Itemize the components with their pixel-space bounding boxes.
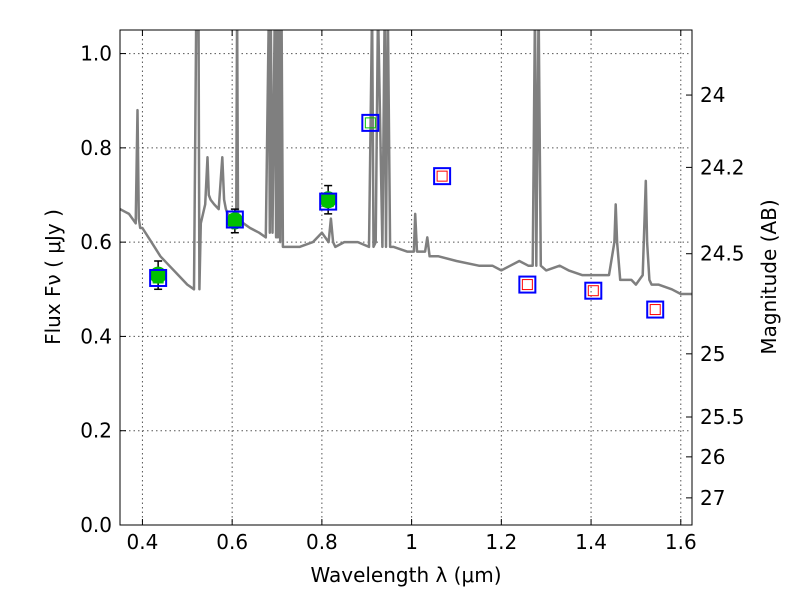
right-tick-label: 26	[700, 445, 725, 469]
model-inner-box	[364, 117, 376, 129]
model-box	[225, 210, 244, 229]
model-inner-box	[521, 279, 533, 291]
model-box	[361, 113, 380, 132]
model-inner-box	[229, 214, 241, 226]
x-tick-label: 1.6	[665, 530, 697, 554]
right-tick-label: 24.2	[700, 155, 745, 179]
y-tick-label: 0.2	[80, 419, 112, 443]
spectrum-layer	[120, 30, 692, 296]
model-inner-box	[587, 285, 599, 297]
right-tick-label: 25	[700, 342, 725, 366]
model-box	[149, 268, 168, 287]
y-tick-label: 1.0	[80, 42, 112, 66]
ticks: 0.4 0.6 0.8 1 1.2 1.4 1.6 0.0 0.2 0.4 0.6 0.8 1.0 24 2…	[80, 30, 745, 554]
model-inner-box	[322, 196, 334, 208]
y-tick-label: 0.6	[80, 230, 112, 254]
grid	[120, 30, 692, 525]
model-box	[319, 192, 338, 211]
x-tick-label: 1.2	[485, 530, 517, 554]
right-tick-label: 24	[700, 83, 725, 107]
model-inner-box	[649, 304, 661, 316]
model-box	[646, 300, 665, 319]
y-axis-title: Flux Fν ( μJy )	[41, 209, 65, 345]
plot-background	[120, 30, 692, 525]
photometry-layer	[149, 113, 665, 319]
model-inner-box	[436, 170, 448, 182]
model-box	[584, 281, 603, 300]
model-box	[518, 275, 537, 294]
x-tick-label: 0.6	[216, 530, 248, 554]
right-tick-label: 24.5	[700, 242, 745, 266]
x-axis-title: Wavelength λ (μm)	[310, 563, 501, 587]
right-axis-title: Magnitude (AB)	[757, 199, 781, 354]
y-tick-label: 0.4	[80, 324, 112, 348]
x-tick-label: 1.4	[575, 530, 607, 554]
plot-frame	[119, 29, 693, 526]
x-tick-label: 1	[405, 530, 418, 554]
spectrum-line	[120, 30, 692, 296]
y-tick-label: 0.8	[80, 136, 112, 160]
right-tick-label: 25.5	[700, 405, 745, 429]
right-tick-label: 27	[700, 486, 725, 510]
x-tick-label: 0.4	[127, 530, 159, 554]
model-inner-box	[152, 272, 164, 284]
y-tick-label: 0.0	[80, 513, 112, 537]
model-box	[433, 167, 452, 186]
x-tick-label: 0.8	[306, 530, 338, 554]
